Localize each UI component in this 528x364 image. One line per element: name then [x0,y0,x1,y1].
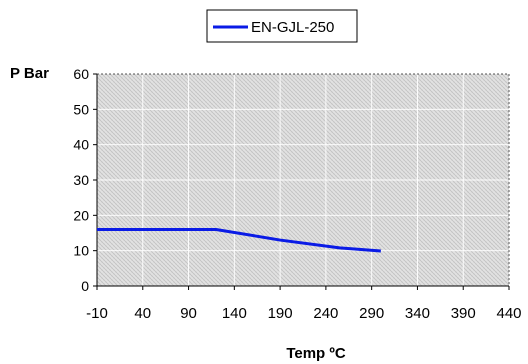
y-tick-label: 30 [73,172,89,188]
axes [93,73,510,290]
x-tick-label: 340 [405,305,430,322]
series-group [96,227,381,253]
x-tick-label: 440 [496,305,521,322]
y-tick-label: 0 [81,278,89,294]
x-tick-label: -10 [86,305,108,322]
y-tick-label: 10 [73,243,89,259]
x-tick-label: 90 [180,305,197,322]
grid [97,74,509,286]
x-axis-label: Temp ºC [286,345,346,362]
legend: EN-GJL-250 [206,9,358,43]
y-tick-label: 40 [73,137,89,153]
x-tick-label: 290 [359,305,384,322]
legend-label-en-gjl-250: EN-GJL-250 [251,19,334,36]
y-tick-label: 50 [73,101,89,117]
x-tick-label: 140 [222,305,247,322]
x-tick-label: 240 [313,305,338,322]
y-axis-label: P Bar [10,65,49,82]
y-tick-labels: 0 10 20 30 40 50 60 [73,66,89,294]
x-tick-labels: -10 40 90 140 190 240 290 340 390 440 [86,305,521,322]
x-tick-label: 40 [134,305,151,322]
x-tick-label: 190 [268,305,293,322]
y-tick-label: 60 [73,66,89,82]
x-tick-label: 390 [451,305,476,322]
y-tick-label: 20 [73,207,89,223]
